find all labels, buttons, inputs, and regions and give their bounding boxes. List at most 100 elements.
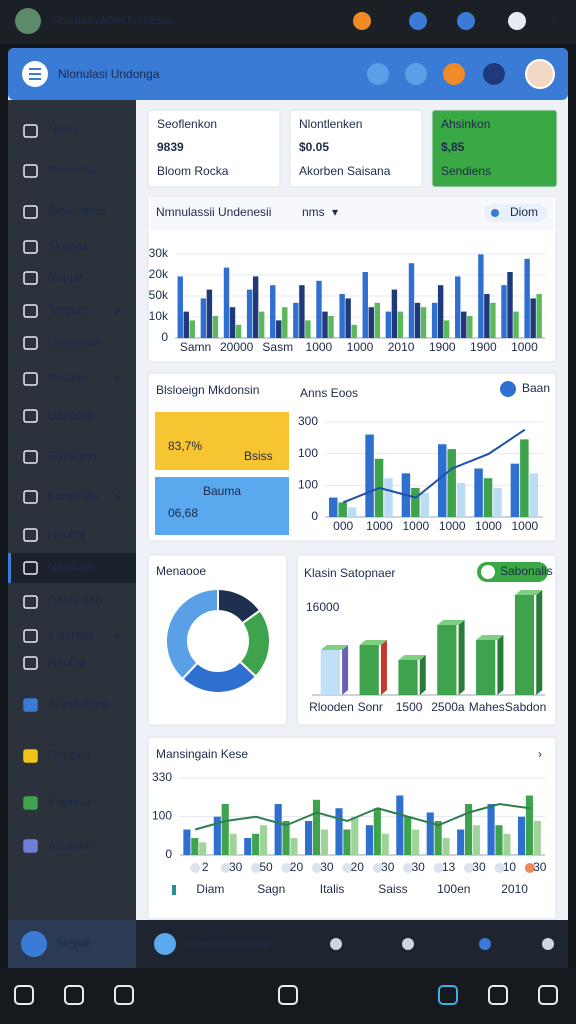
bottom-icon[interactable]	[21, 931, 47, 957]
sidebar-icon	[23, 698, 38, 712]
bar	[305, 320, 311, 338]
bar	[259, 825, 268, 855]
sidebar-icon	[23, 656, 38, 670]
point-dot	[433, 863, 444, 873]
point-label: 30	[229, 860, 243, 874]
point-label: 10	[503, 860, 517, 874]
status-icon[interactable]	[353, 12, 371, 30]
bar-top	[476, 635, 504, 640]
nav-icon[interactable]	[488, 985, 508, 1005]
bar	[365, 434, 374, 517]
bar	[437, 444, 447, 517]
bottom-action[interactable]	[542, 938, 554, 950]
sidebar-item: Nieris	[48, 123, 79, 137]
header-icon[interactable]	[367, 63, 389, 85]
status-icon[interactable]	[508, 12, 526, 30]
bar	[404, 816, 412, 855]
x-tick-label: 000	[333, 519, 353, 533]
nav-icon[interactable]	[14, 985, 34, 1005]
bar	[359, 645, 379, 695]
bar	[431, 302, 438, 338]
nav-icon[interactable]	[278, 985, 298, 1005]
chevron: ▸	[115, 303, 121, 317]
sidebar-icon	[23, 205, 38, 219]
bar	[258, 311, 265, 338]
bar	[391, 289, 398, 338]
sidebar-icon	[23, 124, 38, 138]
bar	[212, 316, 219, 338]
trend-line	[342, 428, 526, 504]
bar	[493, 487, 502, 517]
x-tick-label: 1000	[439, 519, 466, 533]
sidebar-icon	[23, 839, 38, 853]
nav-icon[interactable]	[64, 985, 84, 1005]
point-label: 30	[411, 860, 425, 874]
bar	[478, 254, 484, 338]
nav-icon[interactable]	[438, 985, 458, 1005]
bar-side	[536, 590, 543, 695]
nav-icon[interactable]	[538, 985, 558, 1005]
x-tick-label: 1000	[347, 340, 374, 354]
x-tick-label: 20000	[220, 340, 254, 354]
toggle[interactable]	[477, 562, 548, 582]
point-label: 13	[442, 860, 456, 874]
bar	[507, 272, 513, 338]
button[interactable]	[484, 204, 547, 222]
status-icon[interactable]	[457, 12, 475, 30]
panel-subtitle: Anns Eoos	[300, 386, 358, 400]
x-tick-label: Rlooden	[309, 700, 354, 714]
x-tick-label: 2010	[501, 882, 528, 896]
point-label: 20	[290, 860, 304, 874]
sidebar-active-bar	[8, 553, 11, 583]
bar-top	[398, 655, 426, 660]
nav-bar	[0, 968, 576, 1024]
point-dot	[494, 863, 505, 873]
bar	[200, 298, 207, 338]
bar	[246, 289, 253, 338]
bar	[328, 316, 334, 338]
bar	[384, 478, 393, 517]
bottom-title: Neeo koenonlar	[186, 936, 271, 950]
bar	[177, 276, 183, 338]
donut-segment	[165, 587, 219, 681]
bar	[514, 595, 535, 695]
sidebar-icon	[23, 240, 38, 254]
bar	[533, 821, 541, 855]
x-tick-label: 1500	[396, 700, 423, 714]
y-tick-label: 330	[152, 770, 172, 784]
toggle-knob	[481, 565, 495, 579]
status-icon[interactable]	[409, 12, 427, 30]
point-dot	[251, 863, 262, 873]
sidebar-item: Gbonoain	[48, 335, 100, 349]
bottom-icon[interactable]	[154, 933, 176, 955]
point-dot	[220, 863, 231, 873]
x-tick-label: 1000	[475, 519, 502, 533]
panel-arrow: ›	[538, 747, 542, 761]
stat-card	[147, 109, 281, 188]
bottom-action[interactable]	[330, 938, 342, 950]
stat-card	[431, 109, 558, 188]
sidebar-item: Tanpan	[48, 303, 87, 317]
bar	[472, 825, 481, 855]
scroll-marker	[172, 885, 176, 895]
bar	[335, 808, 343, 855]
sidebar-icon	[23, 164, 38, 178]
bar	[183, 311, 189, 338]
bar-side	[342, 645, 349, 695]
avatar[interactable]	[525, 59, 555, 89]
x-tick-label: Sagn	[257, 882, 285, 896]
trend-line	[194, 802, 530, 831]
bar	[244, 838, 252, 855]
bottom-action[interactable]	[479, 938, 491, 950]
x-tick-label: 2010	[388, 340, 415, 354]
header-icon[interactable]	[443, 63, 465, 85]
y-tick-label: 10k	[149, 309, 169, 323]
header-icon[interactable]	[405, 63, 427, 85]
stat-value: $0.05	[299, 140, 329, 154]
kpi-value: 83,7%	[168, 439, 202, 453]
point-dot	[342, 863, 353, 873]
bottom-action[interactable]	[402, 938, 414, 950]
nav-icon[interactable]	[114, 985, 134, 1005]
bar	[420, 492, 430, 517]
header-icon[interactable]	[483, 63, 505, 85]
